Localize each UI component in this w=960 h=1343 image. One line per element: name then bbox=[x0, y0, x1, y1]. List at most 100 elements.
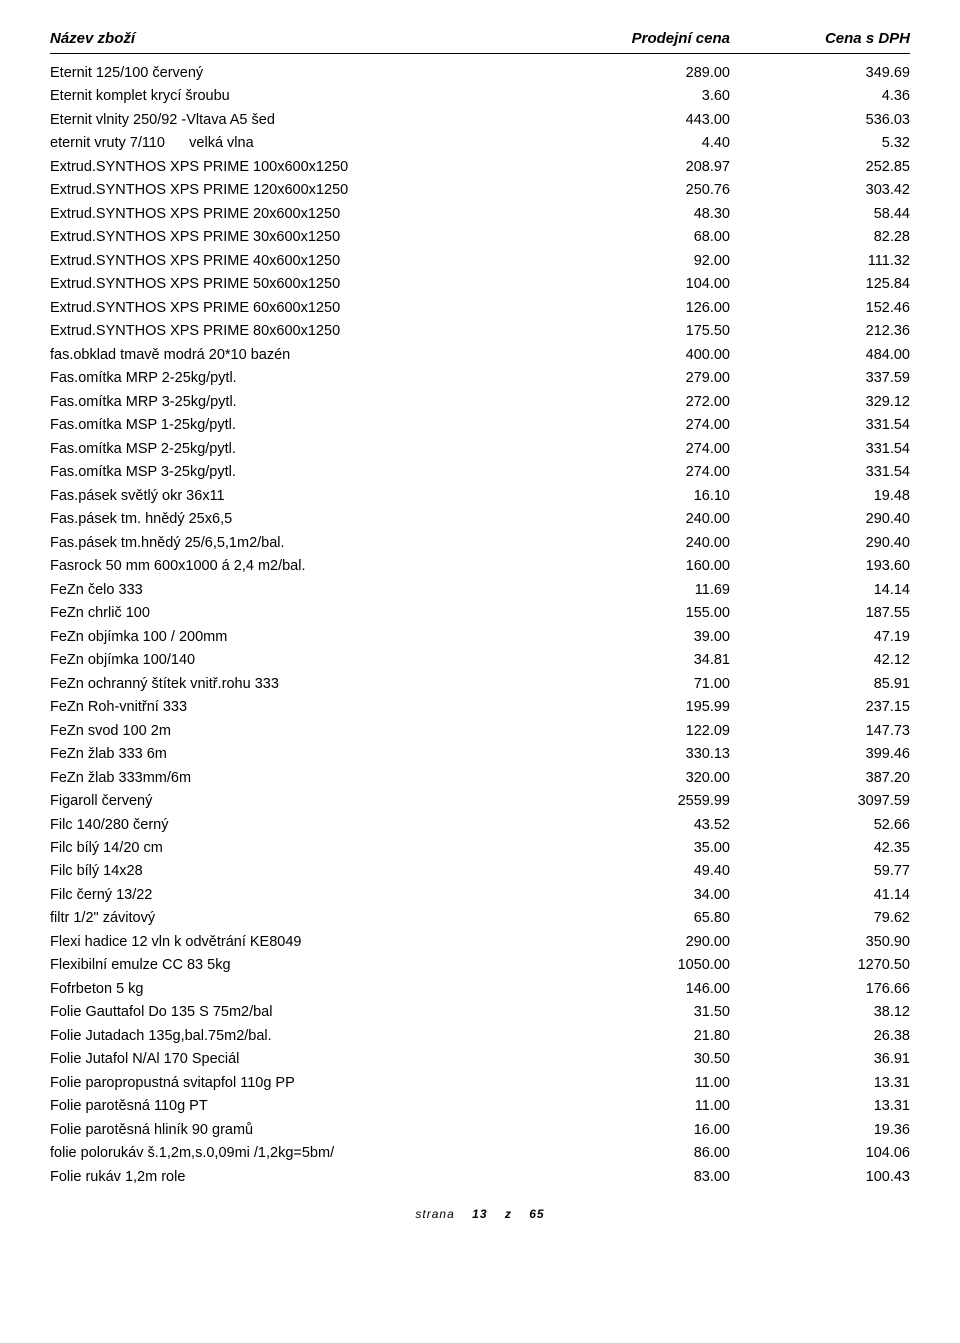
price-list-page: Název zboží Prodejní cena Cena s DPH Ete… bbox=[0, 0, 960, 1241]
cell-price: 279.00 bbox=[550, 367, 730, 390]
table-row: Extrud.SYNTHOS XPS PRIME 40x600x125092.0… bbox=[50, 250, 910, 273]
cell-price: 49.40 bbox=[550, 860, 730, 883]
cell-vat: 3097.59 bbox=[730, 790, 910, 813]
table-row: eternit vruty 7/110 velká vlna4.405.32 bbox=[50, 132, 910, 155]
cell-price: 330.13 bbox=[550, 743, 730, 766]
cell-name: fas.obklad tmavě modrá 20*10 bazén bbox=[50, 344, 550, 367]
cell-name: Extrud.SYNTHOS XPS PRIME 30x600x1250 bbox=[50, 226, 550, 249]
table-row: Fasrock 50 mm 600x1000 á 2,4 m2/bal.160.… bbox=[50, 555, 910, 578]
table-row: Filc 140/280 černý43.5252.66 bbox=[50, 814, 910, 837]
cell-name: Fas.pásek světlý okr 36x11 bbox=[50, 485, 550, 508]
cell-price: 11.69 bbox=[550, 579, 730, 602]
cell-vat: 329.12 bbox=[730, 391, 910, 414]
cell-price: 65.80 bbox=[550, 907, 730, 930]
cell-name: Fas.pásek tm.hnědý 25/6,5,1m2/bal. bbox=[50, 532, 550, 555]
cell-price: 155.00 bbox=[550, 602, 730, 625]
cell-price: 83.00 bbox=[550, 1166, 730, 1189]
table-row: Extrud.SYNTHOS XPS PRIME 80x600x1250175.… bbox=[50, 320, 910, 343]
cell-vat: 252.85 bbox=[730, 156, 910, 179]
table-row: Filc bílý 14/20 cm35.0042.35 bbox=[50, 837, 910, 860]
cell-name: Extrud.SYNTHOS XPS PRIME 100x600x1250 bbox=[50, 156, 550, 179]
table-row: Flexi hadice 12 vln k odvětrání KE804929… bbox=[50, 931, 910, 954]
table-row: Filc černý 13/2234.0041.14 bbox=[50, 884, 910, 907]
cell-price: 240.00 bbox=[550, 532, 730, 555]
cell-name: Flexibilní emulze CC 83 5kg bbox=[50, 954, 550, 977]
cell-price: 274.00 bbox=[550, 438, 730, 461]
cell-vat: 19.48 bbox=[730, 485, 910, 508]
cell-vat: 349.69 bbox=[730, 62, 910, 85]
table-row: FeZn svod 100 2m122.09147.73 bbox=[50, 720, 910, 743]
table-row: Folie parotěsná 110g PT11.0013.31 bbox=[50, 1095, 910, 1118]
cell-vat: 82.28 bbox=[730, 226, 910, 249]
cell-vat: 19.36 bbox=[730, 1119, 910, 1142]
table-row: Fofrbeton 5 kg146.00176.66 bbox=[50, 978, 910, 1001]
table-row: FeZn Roh-vnitřní 333195.99237.15 bbox=[50, 696, 910, 719]
cell-vat: 41.14 bbox=[730, 884, 910, 907]
table-row: FeZn žlab 333mm/6m320.00387.20 bbox=[50, 767, 910, 790]
cell-price: 122.09 bbox=[550, 720, 730, 743]
table-row: Extrud.SYNTHOS XPS PRIME 60x600x1250126.… bbox=[50, 297, 910, 320]
cell-vat: 26.38 bbox=[730, 1025, 910, 1048]
cell-name: Eternit komplet krycí šroubu bbox=[50, 85, 550, 108]
cell-price: 4.40 bbox=[550, 132, 730, 155]
cell-vat: 237.15 bbox=[730, 696, 910, 719]
cell-name: Fas.omítka MSP 3-25kg/pytl. bbox=[50, 461, 550, 484]
table-row: Folie rukáv 1,2m role83.00100.43 bbox=[50, 1166, 910, 1189]
table-row: Extrud.SYNTHOS XPS PRIME 50x600x1250104.… bbox=[50, 273, 910, 296]
cell-name: filtr 1/2" závitový bbox=[50, 907, 550, 930]
cell-vat: 303.42 bbox=[730, 179, 910, 202]
cell-name: Folie Jutafol N/Al 170 Speciál bbox=[50, 1048, 550, 1071]
table-row: FeZn chrlič 100155.00187.55 bbox=[50, 602, 910, 625]
cell-price: 11.00 bbox=[550, 1072, 730, 1095]
cell-price: 34.81 bbox=[550, 649, 730, 672]
cell-name: Fas.omítka MRP 3-25kg/pytl. bbox=[50, 391, 550, 414]
table-row: Folie Jutadach 135g,bal.75m2/bal.21.8026… bbox=[50, 1025, 910, 1048]
cell-price: 11.00 bbox=[550, 1095, 730, 1118]
cell-price: 34.00 bbox=[550, 884, 730, 907]
cell-vat: 38.12 bbox=[730, 1001, 910, 1024]
cell-vat: 331.54 bbox=[730, 414, 910, 437]
table-row: Folie Jutafol N/Al 170 Speciál30.5036.91 bbox=[50, 1048, 910, 1071]
table-row: Fas.omítka MRP 3-25kg/pytl.272.00329.12 bbox=[50, 391, 910, 414]
table-row: Extrud.SYNTHOS XPS PRIME 20x600x125048.3… bbox=[50, 203, 910, 226]
cell-vat: 1270.50 bbox=[730, 954, 910, 977]
cell-name: FeZn žlab 333mm/6m bbox=[50, 767, 550, 790]
cell-vat: 47.19 bbox=[730, 626, 910, 649]
cell-name: Extrud.SYNTHOS XPS PRIME 40x600x1250 bbox=[50, 250, 550, 273]
cell-vat: 14.14 bbox=[730, 579, 910, 602]
cell-price: 16.00 bbox=[550, 1119, 730, 1142]
cell-price: 208.97 bbox=[550, 156, 730, 179]
cell-price: 274.00 bbox=[550, 461, 730, 484]
cell-vat: 4.36 bbox=[730, 85, 910, 108]
cell-name: Folie Jutadach 135g,bal.75m2/bal. bbox=[50, 1025, 550, 1048]
cell-vat: 125.84 bbox=[730, 273, 910, 296]
table-row: FeZn čelo 33311.6914.14 bbox=[50, 579, 910, 602]
cell-vat: 42.12 bbox=[730, 649, 910, 672]
cell-name: Filc bílý 14/20 cm bbox=[50, 837, 550, 860]
cell-name: Filc 140/280 černý bbox=[50, 814, 550, 837]
table-row: Figaroll červený2559.993097.59 bbox=[50, 790, 910, 813]
cell-price: 195.99 bbox=[550, 696, 730, 719]
cell-price: 320.00 bbox=[550, 767, 730, 790]
cell-vat: 100.43 bbox=[730, 1166, 910, 1189]
table-row: Folie parotěsná hliník 90 gramů16.0019.3… bbox=[50, 1119, 910, 1142]
table-row: Fas.omítka MSP 1-25kg/pytl.274.00331.54 bbox=[50, 414, 910, 437]
table-header: Název zboží Prodejní cena Cena s DPH bbox=[50, 30, 910, 54]
cell-name: Folie parotěsná 110g PT bbox=[50, 1095, 550, 1118]
header-price: Prodejní cena bbox=[550, 30, 730, 47]
table-row: Fas.omítka MRP 2-25kg/pytl.279.00337.59 bbox=[50, 367, 910, 390]
cell-vat: 147.73 bbox=[730, 720, 910, 743]
cell-vat: 212.36 bbox=[730, 320, 910, 343]
cell-name: FeZn svod 100 2m bbox=[50, 720, 550, 743]
cell-vat: 152.46 bbox=[730, 297, 910, 320]
cell-vat: 104.06 bbox=[730, 1142, 910, 1165]
footer-sep: z bbox=[505, 1207, 512, 1221]
table-row: Filc bílý 14x2849.4059.77 bbox=[50, 860, 910, 883]
cell-name: Folie paropropustná svitapfol 110g PP bbox=[50, 1072, 550, 1095]
cell-price: 92.00 bbox=[550, 250, 730, 273]
cell-name: Fasrock 50 mm 600x1000 á 2,4 m2/bal. bbox=[50, 555, 550, 578]
cell-price: 2559.99 bbox=[550, 790, 730, 813]
cell-name: folie polorukáv š.1,2m,s.0,09mi /1,2kg=5… bbox=[50, 1142, 550, 1165]
cell-vat: 52.66 bbox=[730, 814, 910, 837]
page-footer: strana 13 z 65 bbox=[50, 1207, 910, 1221]
